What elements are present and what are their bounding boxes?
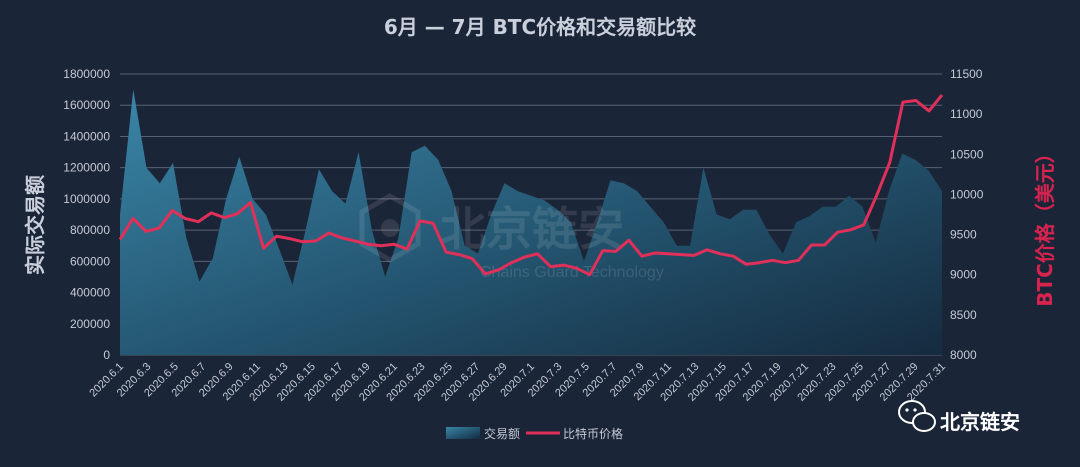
right-tick-label: 8500 bbox=[950, 308, 977, 322]
right-tick-label: 10000 bbox=[950, 187, 984, 201]
right-tick-label: 9500 bbox=[950, 228, 977, 242]
right-axis-label: BTC价格（美元） bbox=[1033, 143, 1057, 307]
right-tick-label: 9000 bbox=[950, 268, 977, 282]
left-tick-label: 400000 bbox=[70, 286, 110, 300]
left-axis-ticks: 0 200000 400000 600000 800000 1000000 1200000 1… bbox=[63, 67, 110, 362]
right-axis-ticks: 8000 8500 9000 9500 10000 10500 11000 11500 bbox=[950, 67, 984, 362]
legend-swatch-volume bbox=[446, 427, 480, 439]
left-axis-label: 实际交易额 bbox=[23, 175, 47, 275]
right-tick-label: 11000 bbox=[950, 107, 983, 121]
watermark-text: 北京链安 bbox=[440, 202, 624, 256]
watermark: 北京链安 Chains Guard Technology bbox=[359, 193, 664, 281]
wechat-icon bbox=[898, 400, 936, 432]
left-tick-label: 200000 bbox=[70, 317, 110, 331]
left-tick-label: 1200000 bbox=[63, 161, 110, 175]
chart-title: 6月 — 7月 BTC价格和交易额比较 bbox=[384, 15, 696, 39]
left-tick-label: 600000 bbox=[70, 254, 110, 268]
watermark-subtext: Chains Guard Technology bbox=[480, 264, 664, 281]
left-tick-label: 0 bbox=[103, 348, 110, 362]
price-line bbox=[118, 93, 944, 277]
left-tick-label: 1000000 bbox=[63, 192, 110, 206]
x-axis-ticks: 2020.6.12020.6.32020.6.52020.6.72020.6.9… bbox=[87, 361, 948, 404]
watermark-logo-icon bbox=[359, 193, 421, 263]
volume-area bbox=[120, 89, 942, 355]
volume-area-series bbox=[120, 89, 942, 355]
legend-label-volume: 交易额 bbox=[484, 426, 520, 441]
right-tick-label: 11500 bbox=[950, 67, 983, 81]
left-tick-label: 1600000 bbox=[63, 98, 110, 112]
left-tick-label: 1800000 bbox=[63, 67, 110, 81]
left-tick-label: 1400000 bbox=[63, 129, 110, 143]
price-line-series bbox=[118, 93, 944, 277]
right-tick-label: 8000 bbox=[950, 348, 977, 362]
legend-label-price: 比特币价格 bbox=[563, 426, 623, 441]
right-tick-label: 10500 bbox=[950, 147, 984, 161]
brand-text: 北京链安 bbox=[940, 410, 1020, 434]
brand-mark: 北京链安 bbox=[898, 400, 1020, 434]
left-tick-label: 800000 bbox=[70, 223, 110, 237]
legend: 交易额 比特币价格 bbox=[446, 426, 623, 441]
